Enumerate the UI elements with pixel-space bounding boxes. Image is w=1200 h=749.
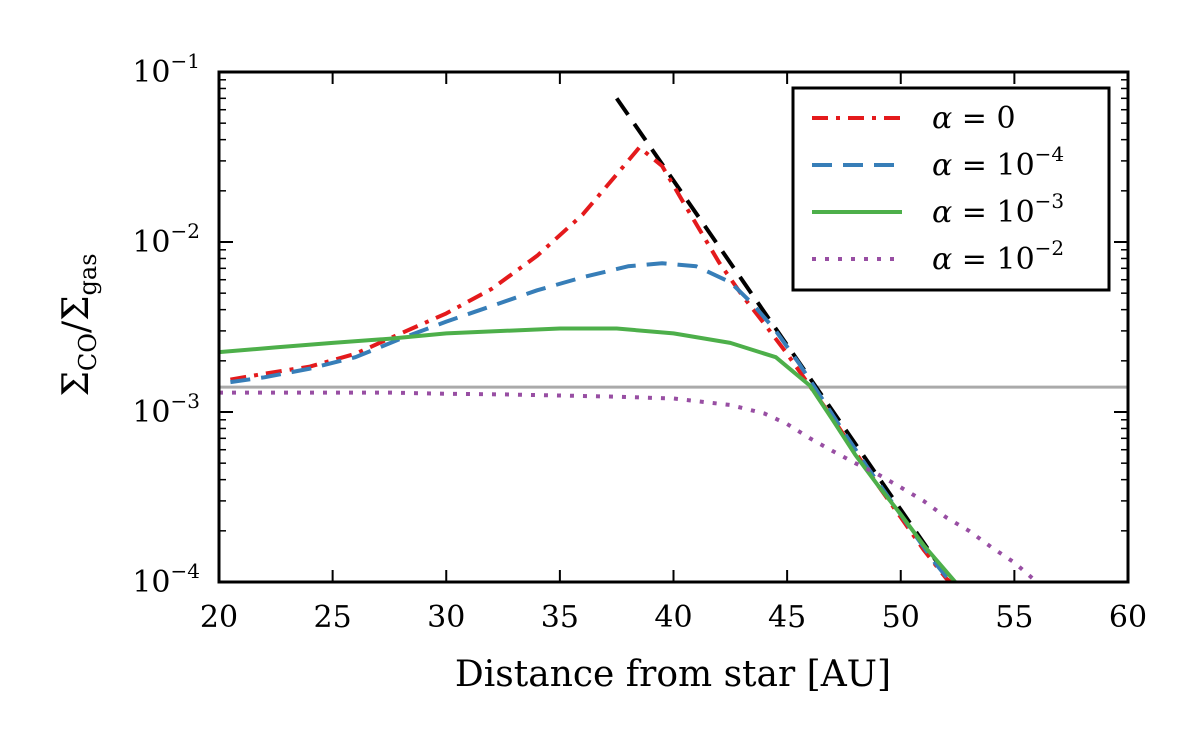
legend-label-2: α = 10−3 [932, 189, 1064, 230]
legend-label-0: α = 0 [932, 101, 1016, 136]
y-tick-label: 10−2 [132, 219, 200, 260]
x-tick-label: 60 [1109, 600, 1147, 635]
legend-box [791, 86, 1111, 292]
legend-label-1: α = 10−4 [932, 142, 1064, 183]
y-axis-label: ΣCO/Σgas [56, 253, 102, 396]
legend: α = 0 α = 10−4 α = 10−3 α = 10−2 [791, 86, 1111, 292]
axes: 20 25 30 35 40 45 50 55 60 10−4 10−3 10−2 10−1 [132, 49, 1147, 635]
x-tick-label: 30 [427, 600, 465, 635]
x-tick-label: 20 [200, 600, 238, 635]
series-line-3 [219, 390, 1034, 580]
x-axis-label: Distance from star [AU] [455, 654, 891, 695]
y-tick-label: 10−3 [132, 389, 200, 430]
x-tick-label: 25 [314, 600, 352, 635]
x-tick-label: 40 [654, 600, 692, 635]
x-tick-label: 50 [882, 600, 920, 635]
x-tick-label: 35 [541, 600, 579, 635]
y-tick-label: 10−1 [132, 49, 200, 90]
legend-label-3: α = 10−2 [932, 236, 1064, 277]
plot-area [219, 97, 1128, 582]
y-tick-label: 10−4 [132, 559, 200, 600]
x-tick-label: 55 [995, 600, 1033, 635]
series-line-2 [219, 326, 957, 582]
x-tick-label: 45 [768, 600, 806, 635]
series-line-1 [230, 261, 953, 582]
